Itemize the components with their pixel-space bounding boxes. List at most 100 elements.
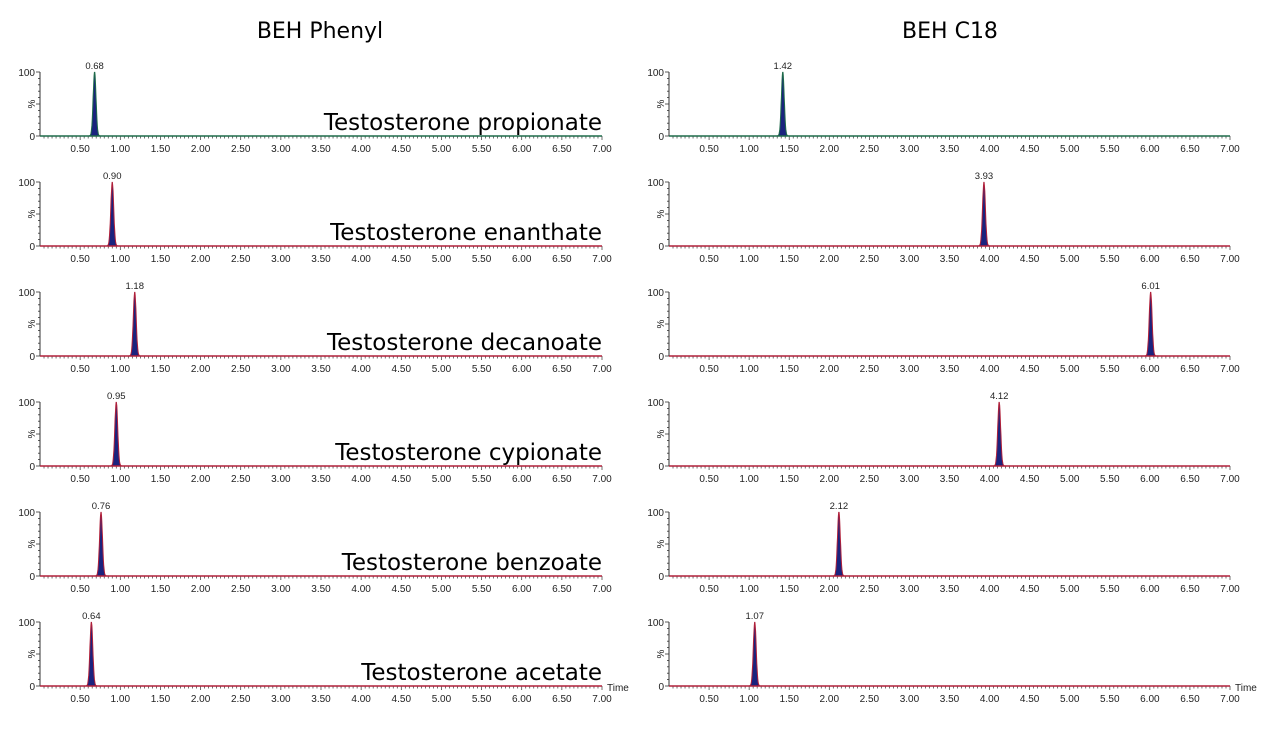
x-tick-label: 0.50 [70, 474, 90, 485]
peak-label: 0.90 [103, 171, 122, 182]
x-tick-label: 0.50 [699, 694, 719, 705]
x-tick-label: 2.00 [820, 144, 840, 155]
x-tick-label: 7.00 [592, 144, 612, 155]
peak-label: 4.12 [990, 391, 1009, 402]
y-tick-label: 0 [658, 462, 664, 473]
x-tick-label: 6.00 [1140, 254, 1160, 265]
y-tick-label: 0 [29, 682, 35, 693]
x-tick-label: 7.00 [1220, 584, 1240, 595]
x-tick-label: 7.00 [1220, 474, 1240, 485]
x-tick-label: 5.50 [472, 364, 492, 375]
x-tick-label: 5.00 [432, 254, 452, 265]
x-tick-label: 1.50 [779, 364, 799, 375]
x-tick-label: 5.50 [1100, 364, 1120, 375]
trace-3: 100 0% 0.50 1.00 1.50 2.00 2.50 3.00 3.50 4.00 4.5… [18, 281, 612, 375]
x-tick-label: 7.00 [592, 474, 612, 485]
peak-label: 0.95 [107, 391, 126, 402]
trace-1: 100 0% 0.50 1.00 1.50 2.00 2.50 3.00 3.50 4.00 4.5… [647, 61, 1240, 155]
x-tick-label: 0.50 [699, 474, 719, 485]
x-tick-label: 4.50 [1020, 474, 1040, 485]
y-tick-label: 100 [647, 68, 664, 79]
x-tick-label: 5.50 [472, 254, 492, 265]
peak-area [747, 622, 762, 686]
compound-name: Testosterone decanoate [326, 330, 602, 356]
x-tick-label: 0.50 [70, 364, 90, 375]
x-tick-label: 5.50 [472, 474, 492, 485]
x-tick-label: 3.00 [900, 584, 920, 595]
y-tick-label: 0 [658, 572, 664, 583]
x-tick-label: 4.00 [980, 584, 1000, 595]
y-tick-label: 0 [658, 132, 664, 143]
x-tick-label: 6.50 [552, 364, 572, 375]
x-tick-label: 0.50 [70, 584, 90, 595]
x-tick-label: 1.50 [779, 254, 799, 265]
x-tick-label: 5.50 [472, 584, 492, 595]
x-tick-label: 5.00 [1060, 584, 1080, 595]
trace-3: 100 0% 0.50 1.00 1.50 2.00 2.50 3.00 3.50 4.00 4.5… [647, 281, 1240, 375]
x-tick-label: 4.00 [980, 144, 1000, 155]
x-tick-label: 7.00 [592, 694, 612, 705]
x-tick-label: 3.00 [900, 254, 920, 265]
y-tick-label: 100 [18, 508, 35, 519]
x-tick-label: 3.50 [311, 474, 331, 485]
peak-label: 6.01 [1141, 281, 1160, 292]
x-tick-label: 1.00 [739, 474, 759, 485]
x-tick-label: 3.50 [311, 144, 331, 155]
y-tick-label: 0 [29, 132, 35, 143]
x-tick-label: 4.00 [980, 364, 1000, 375]
x-tick-label: 5.50 [1100, 474, 1120, 485]
x-tick-label: 4.00 [351, 144, 371, 155]
chart-panel-2: BEH C18 100 0% 0.50 1.00 1.50 2.00 2.50 3.00 3.50… [647, 19, 1257, 705]
x-tick-label: 6.00 [512, 254, 532, 265]
x-tick-label: 7.00 [592, 254, 612, 265]
x-tick-label: 3.00 [271, 474, 291, 485]
x-tick-label: 2.50 [231, 144, 251, 155]
x-tick-label: 5.00 [432, 364, 452, 375]
y-axis-label: % [656, 209, 667, 218]
x-tick-label: 5.50 [472, 694, 492, 705]
x-tick-label: 2.00 [191, 364, 211, 375]
x-tick-label: 2.00 [191, 144, 211, 155]
x-tick-label: 6.00 [1140, 694, 1160, 705]
x-tick-label: 5.50 [1100, 254, 1120, 265]
x-tick-label: 3.00 [900, 694, 920, 705]
x-tick-label: 5.50 [1100, 144, 1120, 155]
x-tick-label: 2.50 [231, 694, 251, 705]
x-tick-label: 0.50 [699, 364, 719, 375]
x-tick-label: 6.00 [512, 584, 532, 595]
trace-4: 100 0% 0.50 1.00 1.50 2.00 2.50 3.00 3.50 4.00 4.5… [647, 391, 1240, 485]
x-tick-label: 3.50 [940, 364, 960, 375]
y-tick-label: 0 [658, 242, 664, 253]
trace-4: 100 0% 0.50 1.00 1.50 2.00 2.50 3.00 3.50 4.00 4.5… [18, 391, 612, 485]
x-tick-label: 6.50 [1180, 144, 1200, 155]
y-tick-label: 100 [647, 508, 664, 519]
x-tick-label: 6.50 [552, 584, 572, 595]
x-tick-label: 6.00 [1140, 144, 1160, 155]
x-tick-label: 4.50 [1020, 694, 1040, 705]
x-tick-label: 3.50 [940, 474, 960, 485]
x-tick-label: 4.00 [980, 474, 1000, 485]
x-tick-label: 5.00 [432, 584, 452, 595]
x-tick-label: 1.50 [779, 144, 799, 155]
chart-panel-1: BEH Phenyl 100 0% 0.50 1.00 1.50 2.00 2.50 3.00 3… [18, 19, 629, 705]
x-tick-label: 2.50 [860, 364, 880, 375]
trace-2: 100 0% 0.50 1.00 1.50 2.00 2.50 3.00 3.50 4.00 4.5… [647, 171, 1240, 265]
x-tick-label: 5.00 [432, 144, 452, 155]
x-tick-label: 4.00 [980, 254, 1000, 265]
y-axis-label: % [656, 539, 667, 548]
y-axis-label: % [27, 539, 38, 548]
x-tick-label: 4.50 [392, 144, 412, 155]
x-tick-label: 1.00 [739, 694, 759, 705]
y-tick-label: 0 [658, 352, 664, 363]
x-tick-label: 6.00 [512, 474, 532, 485]
x-tick-label: 1.50 [151, 474, 171, 485]
x-tick-label: 3.00 [271, 694, 291, 705]
x-tick-label: 3.00 [900, 474, 920, 485]
x-tick-label: 1.50 [151, 254, 171, 265]
x-tick-label: 2.00 [820, 254, 840, 265]
x-tick-label: 5.50 [1100, 694, 1120, 705]
x-tick-label: 3.50 [940, 694, 960, 705]
x-tick-label: 5.50 [1100, 584, 1120, 595]
peak-area [84, 622, 99, 686]
